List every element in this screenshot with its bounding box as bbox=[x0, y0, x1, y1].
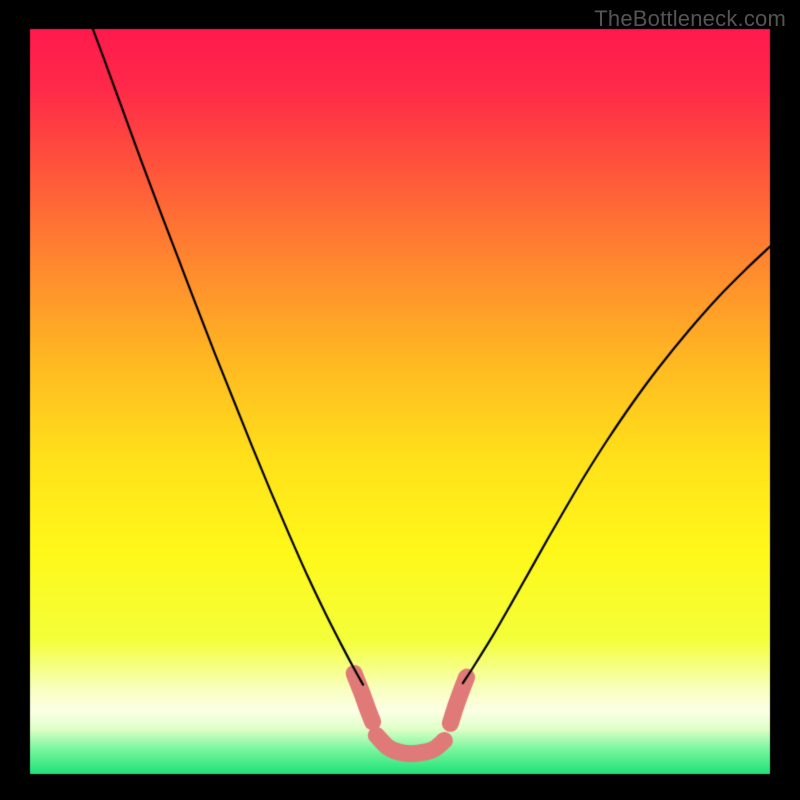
bottleneck-chart-canvas bbox=[0, 0, 800, 800]
chart-stage: TheBottleneck.com bbox=[0, 0, 800, 800]
watermark-text: TheBottleneck.com bbox=[594, 6, 786, 32]
